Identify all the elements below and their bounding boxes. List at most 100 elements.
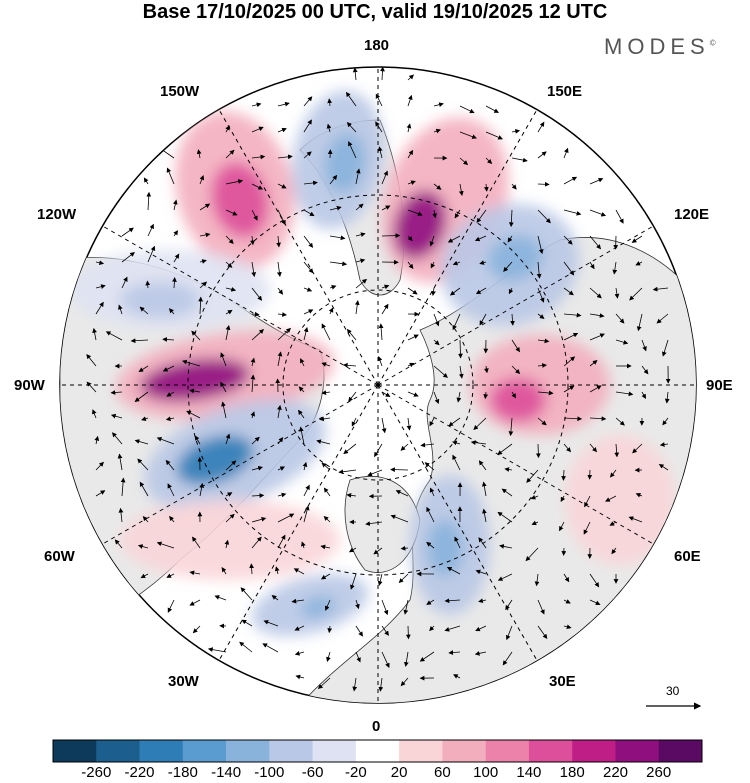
wind-vector — [452, 454, 461, 471]
wind-vector — [143, 177, 149, 185]
colorbar-tick-label: 220 — [602, 764, 629, 781]
wind-vector — [111, 432, 123, 445]
wind-vector — [225, 209, 238, 216]
wind-vector — [221, 401, 227, 419]
wind-vector — [348, 141, 357, 159]
wind-vector — [473, 417, 487, 431]
wind-vector — [652, 286, 669, 292]
wind-vector — [503, 261, 513, 272]
colorbar-swatch — [485, 740, 530, 762]
wind-vector — [589, 261, 595, 270]
wind-vector — [407, 261, 414, 270]
wind-vector — [563, 443, 572, 453]
wind-vector — [433, 128, 441, 134]
wind-vector — [137, 458, 149, 471]
wind-vector — [277, 101, 290, 107]
wind-vector — [250, 235, 255, 246]
wind-vector — [303, 505, 310, 523]
wind-vector — [508, 209, 514, 228]
wind-vector — [377, 146, 383, 159]
wind-vector — [381, 284, 390, 290]
wind-vector — [92, 409, 97, 419]
wind-vector — [433, 365, 448, 378]
wind-vector — [86, 353, 97, 367]
wind-vector — [641, 365, 649, 375]
wind-vector — [303, 235, 314, 248]
wind-vector — [525, 547, 539, 562]
wind-vector — [95, 461, 104, 471]
latitude-circle-1 — [282, 289, 474, 481]
wind-vector — [225, 309, 233, 315]
colorbar-swatch — [226, 740, 270, 762]
wind-vector — [298, 409, 305, 419]
colorbar-tick-label: 100 — [473, 764, 499, 781]
lon-label-0: 0 — [372, 718, 381, 735]
wind-vector — [355, 203, 364, 211]
colorbar-outline — [52, 739, 703, 763]
wind-vector — [511, 157, 528, 163]
wind-vector — [329, 174, 338, 185]
meridian-line — [218, 384, 379, 661]
wind-vector — [479, 260, 487, 265]
wind-vector — [448, 650, 461, 655]
wind-vector — [537, 235, 544, 255]
wind-vector — [329, 261, 348, 267]
wind-vector — [172, 199, 178, 211]
wind-vector — [86, 381, 97, 393]
wind-vector — [563, 385, 575, 393]
wind-vector — [511, 339, 520, 353]
wind-vector — [474, 235, 487, 242]
wind-vector — [589, 599, 601, 606]
wind-vector — [147, 223, 154, 237]
wind-vector — [346, 122, 357, 133]
wind-vector — [166, 391, 175, 397]
wind-vector — [118, 507, 124, 523]
wind-vector — [346, 492, 357, 498]
colorbar-swatch — [355, 740, 400, 762]
wind-vector — [497, 443, 513, 455]
wind-vector — [168, 308, 175, 315]
wind-vector — [355, 258, 366, 264]
wind-vector — [186, 410, 201, 419]
wind-vector — [225, 149, 235, 159]
wind-vector — [537, 151, 547, 159]
anomaly-neg-20e-core — [427, 520, 463, 576]
wind-vector — [92, 327, 97, 341]
wind-vector — [239, 641, 253, 653]
wind-vector — [502, 651, 513, 666]
wind-vector — [137, 544, 149, 549]
wind-vector — [407, 287, 418, 295]
wind-vector — [276, 235, 281, 248]
wind-vector — [95, 260, 105, 266]
wind-vector — [295, 674, 305, 680]
wind-vector — [345, 91, 357, 107]
wind-vector — [453, 674, 461, 679]
wind-vector — [563, 235, 573, 245]
wind-vector — [563, 416, 583, 422]
wind-vector — [449, 287, 461, 296]
wind-vector — [225, 179, 244, 185]
wind-vector — [615, 417, 625, 426]
wind-vector — [537, 338, 550, 344]
wind-vector — [277, 437, 284, 445]
wind-vector — [470, 440, 487, 446]
wind-vector — [251, 209, 258, 221]
wind-vector — [165, 459, 175, 471]
wind-vector — [320, 544, 331, 550]
wind-vector — [658, 463, 669, 471]
wind-vector — [537, 390, 554, 396]
colorbar — [52, 739, 703, 763]
wind-vector — [251, 493, 265, 498]
wind-vector — [110, 413, 123, 419]
wind-vector — [173, 230, 179, 237]
wind-vector — [225, 287, 237, 292]
wind-vector — [614, 443, 620, 458]
wind-vector — [326, 651, 331, 662]
wind-vector — [141, 416, 149, 422]
wind-vector — [221, 567, 227, 575]
wind-vector — [303, 119, 312, 133]
lon-label-30w: 30W — [168, 673, 199, 690]
wind-vector — [303, 180, 318, 186]
wind-vector — [277, 466, 286, 471]
anomaly-neg-35w-core — [300, 596, 336, 618]
